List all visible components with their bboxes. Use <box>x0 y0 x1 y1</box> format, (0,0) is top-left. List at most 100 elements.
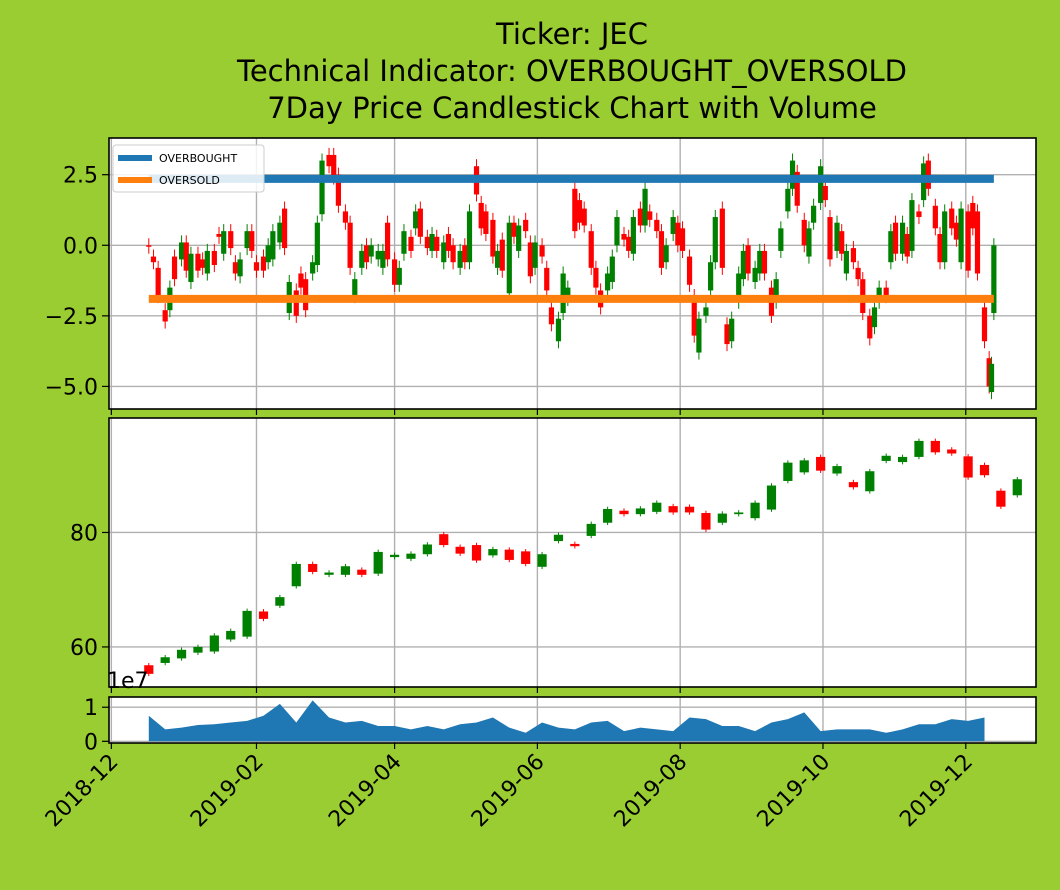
price-candle <box>258 611 269 619</box>
indicator-candle <box>494 250 501 268</box>
indicator-candle <box>249 231 255 251</box>
price-candle <box>881 455 891 461</box>
legend: OVERBOUGHT OVERSOLD <box>112 144 265 193</box>
indicator-candle <box>216 233 222 237</box>
indicator-candle <box>827 217 833 260</box>
indicator-candle <box>626 236 632 251</box>
price-candle <box>832 466 842 474</box>
indicator-candle <box>434 236 440 251</box>
price-candle <box>701 513 711 530</box>
price-plot-frame <box>108 417 1037 688</box>
indicator-candle <box>916 211 922 218</box>
price-plot-background <box>109 418 1036 687</box>
indicator-candle <box>958 208 964 263</box>
indicator-candle <box>478 202 484 229</box>
x-tick-label: 2019-10 <box>753 750 836 833</box>
indicator-candle <box>785 188 791 212</box>
indicator-candle <box>162 310 168 322</box>
indicator-y-tick-label: 0.0 <box>63 234 98 259</box>
indicator-candle <box>155 267 161 297</box>
indicator-candle <box>965 211 971 271</box>
indicator-candle <box>408 236 414 251</box>
indicator-candle <box>752 267 758 282</box>
indicator-candle <box>974 211 981 274</box>
indicator-candle <box>326 154 332 167</box>
indicator-candle <box>352 279 358 297</box>
indicator-candle <box>347 222 353 268</box>
indicator-candle <box>654 219 660 232</box>
x-tick-label: 2019-04 <box>324 750 407 833</box>
legend-label: OVERSOLD <box>159 174 220 187</box>
indicator-candle <box>843 250 849 274</box>
price-candle <box>160 657 170 663</box>
indicator-candle <box>806 228 812 257</box>
indicator-candle <box>740 250 746 280</box>
indicator-candle <box>499 239 505 271</box>
indicator-candle <box>244 231 250 249</box>
price-candle <box>1012 479 1022 496</box>
indicator-candle <box>991 245 997 314</box>
indicator-candle <box>368 245 374 257</box>
indicator-candle <box>293 290 299 316</box>
price-candle <box>635 508 645 515</box>
indicator-candle <box>850 248 857 263</box>
indicator-candle <box>396 267 402 285</box>
price-candle <box>553 534 564 542</box>
indicator-candle <box>988 363 995 393</box>
price-candle <box>750 502 760 519</box>
price-candle <box>275 597 285 606</box>
indicator-candle <box>572 188 578 232</box>
price-candle <box>144 665 154 674</box>
indicator-candle <box>232 262 239 274</box>
indicator-candle <box>527 242 533 277</box>
price-candle <box>357 569 367 575</box>
price-candle <box>504 549 514 560</box>
indicator-y-tick-label: −2.5 <box>45 305 98 330</box>
indicator-candle <box>342 211 349 223</box>
indicator-candle <box>637 208 643 226</box>
price-candle <box>455 546 465 554</box>
indicator-candle <box>424 236 430 249</box>
indicator-candle <box>621 233 627 240</box>
price-candle <box>652 502 662 512</box>
price-candle <box>308 563 318 572</box>
indicator-candle <box>778 228 784 251</box>
price-candle <box>471 545 482 561</box>
indicator-candle <box>445 233 452 251</box>
volume-y-tick-label: 1 <box>84 696 98 721</box>
indicator-candle <box>314 222 320 266</box>
volume-offset-label: 1e7 <box>107 669 149 694</box>
price-candle <box>537 554 547 567</box>
indicator-candle <box>298 273 304 288</box>
indicator-candle <box>490 219 496 257</box>
indicator-candle <box>544 267 550 291</box>
x-tick-label: 2019-02 <box>186 750 269 833</box>
indicator-candle <box>724 324 730 345</box>
indicator-candle <box>188 253 194 282</box>
indicator-candle <box>855 267 861 280</box>
indicator-candle <box>949 208 955 229</box>
indicator-candle <box>265 245 271 263</box>
indicator-candle <box>335 174 342 206</box>
indicator-candle <box>221 231 227 254</box>
price-candle <box>488 549 498 556</box>
indicator-candle <box>560 273 566 314</box>
candlestick-panel: 80 60 <box>70 417 1037 693</box>
volume-area <box>148 700 985 742</box>
price-candle <box>963 456 973 478</box>
indicator-candle <box>883 287 889 297</box>
indicator-candle <box>375 250 381 260</box>
price-candle <box>914 440 924 457</box>
indicator-candle <box>981 307 988 342</box>
indicator-candle <box>171 256 178 280</box>
indicator-candle <box>516 225 522 251</box>
indicator-candle <box>892 222 899 254</box>
indicator-candle <box>417 208 423 237</box>
price-candle <box>176 649 187 659</box>
price-candle <box>209 635 219 652</box>
indicator-candle <box>801 219 807 246</box>
indicator-candle <box>719 208 725 268</box>
x-tick-label: 2019-06 <box>467 750 550 833</box>
price-candle <box>947 449 957 454</box>
